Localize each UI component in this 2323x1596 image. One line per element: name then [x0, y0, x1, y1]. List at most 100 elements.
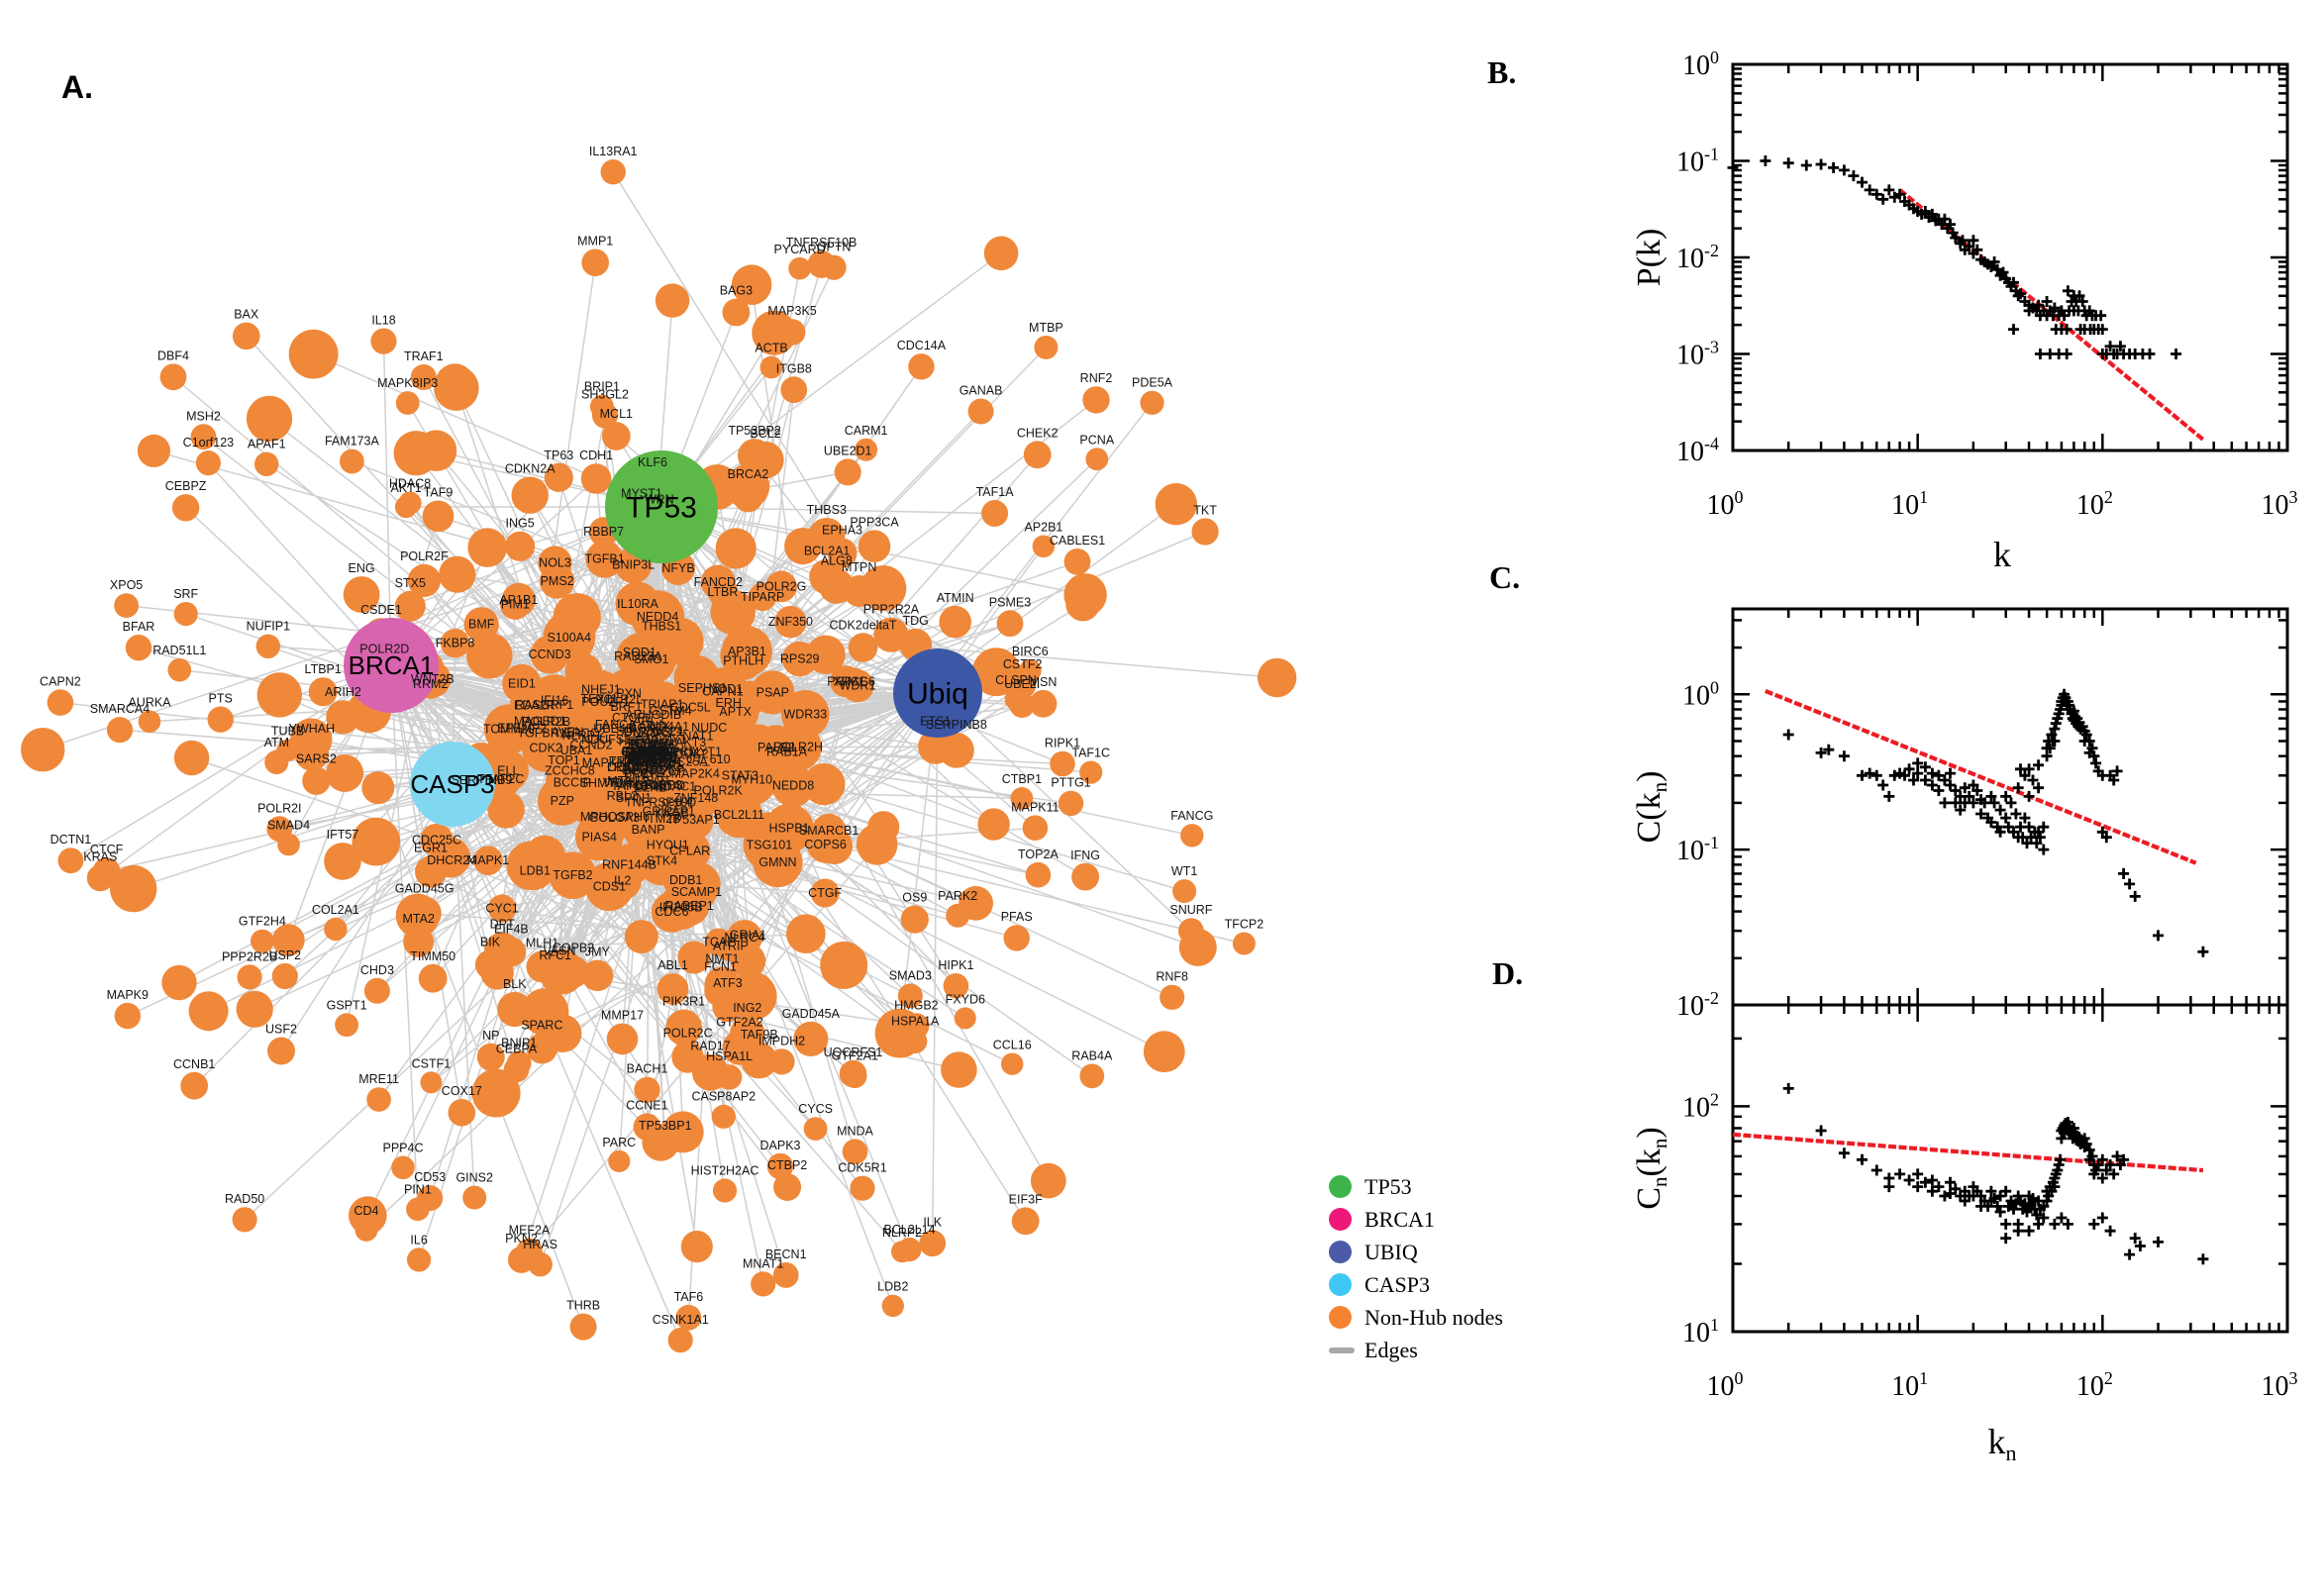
network-node — [393, 431, 439, 476]
network-node — [859, 565, 907, 612]
gene-label: NLRC4 — [724, 931, 764, 945]
gene-label: NUDC — [691, 721, 727, 735]
gene-label: CRADD — [628, 739, 671, 752]
tick-label: 10-3 — [1676, 338, 1719, 371]
gene-label: CDK3 — [607, 760, 640, 774]
network-node — [606, 1023, 639, 1055]
gene-label: KIF5B — [655, 807, 689, 821]
network-node — [759, 355, 783, 379]
gene-label: CSDE1 — [360, 603, 402, 617]
network-node — [672, 770, 705, 803]
gene-label: SRF — [173, 587, 198, 601]
network-node — [803, 1117, 828, 1141]
network-node — [499, 589, 531, 620]
casp3-hub-label: CASP3 — [410, 769, 494, 799]
network-node — [462, 1185, 487, 1210]
gene-label: NLRP1 — [562, 729, 602, 743]
network-node — [1018, 659, 1042, 682]
legend-color-swatch — [1329, 1208, 1352, 1231]
gene-label: ACTB — [755, 342, 787, 355]
gene-label: PIK3R1 — [662, 995, 705, 1009]
gene-label: CLSPN — [995, 673, 1037, 687]
gene-label: MTA2 — [402, 912, 434, 926]
network-node — [308, 677, 338, 707]
network-node — [188, 991, 229, 1032]
gene-label: TP63 — [544, 449, 573, 462]
axis-ticks — [1731, 1005, 2289, 1334]
gene-label: BAP1 — [631, 739, 662, 752]
gene-label: HIPK1 — [938, 958, 973, 972]
gene-label: PPP2R4 — [628, 737, 675, 750]
network-node — [114, 1002, 141, 1030]
network-node — [1010, 787, 1034, 810]
gene-label: PFAS — [1001, 910, 1033, 924]
gene-label: NRAS — [650, 758, 684, 772]
gene-label: ETS1 — [920, 715, 951, 729]
network-node — [780, 376, 808, 404]
gene-label: DOK2 — [674, 747, 708, 760]
tick-label: 100 — [1682, 677, 1719, 711]
gene-label: UBA1 — [560, 744, 593, 757]
network-node — [324, 843, 361, 880]
gene-label: BGN — [629, 722, 656, 736]
network-node — [180, 1071, 209, 1100]
gene-label: IL4 — [641, 744, 657, 757]
gene-label: CDC25C — [412, 834, 461, 848]
gene-label: TGFB2 — [553, 868, 592, 882]
network-node — [352, 817, 401, 866]
gene-label: PSMC1 — [636, 750, 678, 764]
gene-label: DPT — [490, 918, 515, 932]
network-node — [740, 724, 777, 760]
gene-label: IL18 — [371, 314, 395, 328]
network-node — [858, 530, 891, 562]
tick-label: 103 — [2262, 1368, 2298, 1402]
gene-label: RAD17 — [690, 1040, 730, 1053]
gene-label: TIPARP — [741, 590, 784, 604]
network-node — [673, 654, 720, 701]
network-node — [487, 894, 517, 923]
gene-label: MAPK10 — [582, 756, 631, 770]
gene-label: TAF9B — [741, 1028, 778, 1042]
network-node — [600, 159, 626, 185]
gene-label: CSTF2 — [1003, 657, 1043, 671]
gene-label: ATR — [642, 770, 665, 784]
network-node — [939, 732, 974, 768]
network-node — [726, 920, 762, 955]
network-node — [1160, 984, 1185, 1010]
network-node — [668, 709, 704, 745]
gene-label: CTCFL — [612, 711, 652, 725]
gene-label: HSPB1 — [769, 822, 810, 836]
gene-label: ARIH2 — [325, 685, 361, 699]
gene-label: MSH2 — [186, 409, 221, 423]
gene-label: MAP2K4 — [671, 766, 720, 780]
gene-label: BCL2L11 — [714, 808, 764, 822]
gene-label: ITM2B — [645, 812, 681, 826]
network-node — [615, 581, 660, 627]
gene-label: CDK5R1 — [838, 1161, 886, 1175]
network-node — [207, 706, 234, 733]
network-node — [732, 680, 767, 716]
network-node — [786, 914, 826, 953]
network-node — [553, 593, 601, 642]
network-node — [564, 652, 603, 691]
network-legend: TP53 BRCA1 UBIQ CASP3 Non-Hub nodes Edges — [1329, 1170, 1503, 1366]
network-node — [487, 791, 525, 829]
gene-label: TAF1A — [976, 485, 1015, 499]
gene-label: ATXN3 — [630, 746, 668, 759]
gene-label: CCNB1 — [173, 1057, 215, 1071]
gene-label: XPO5 — [110, 578, 143, 592]
network-node — [634, 1076, 660, 1103]
gene-label: POLR2F — [400, 549, 449, 563]
network-node — [809, 558, 845, 595]
network-node — [237, 964, 262, 990]
gene-label: C4R — [636, 747, 660, 760]
network-node — [655, 283, 690, 318]
gene-label: USF2 — [265, 1023, 297, 1037]
network-node — [1003, 925, 1030, 951]
network-node — [47, 689, 74, 716]
gene-label: CDC6 — [655, 905, 688, 919]
gene-label: TP53BP2 — [728, 424, 781, 438]
network-node — [440, 629, 470, 658]
gene-label: CAPN2 — [40, 674, 81, 688]
network-node — [435, 363, 475, 404]
